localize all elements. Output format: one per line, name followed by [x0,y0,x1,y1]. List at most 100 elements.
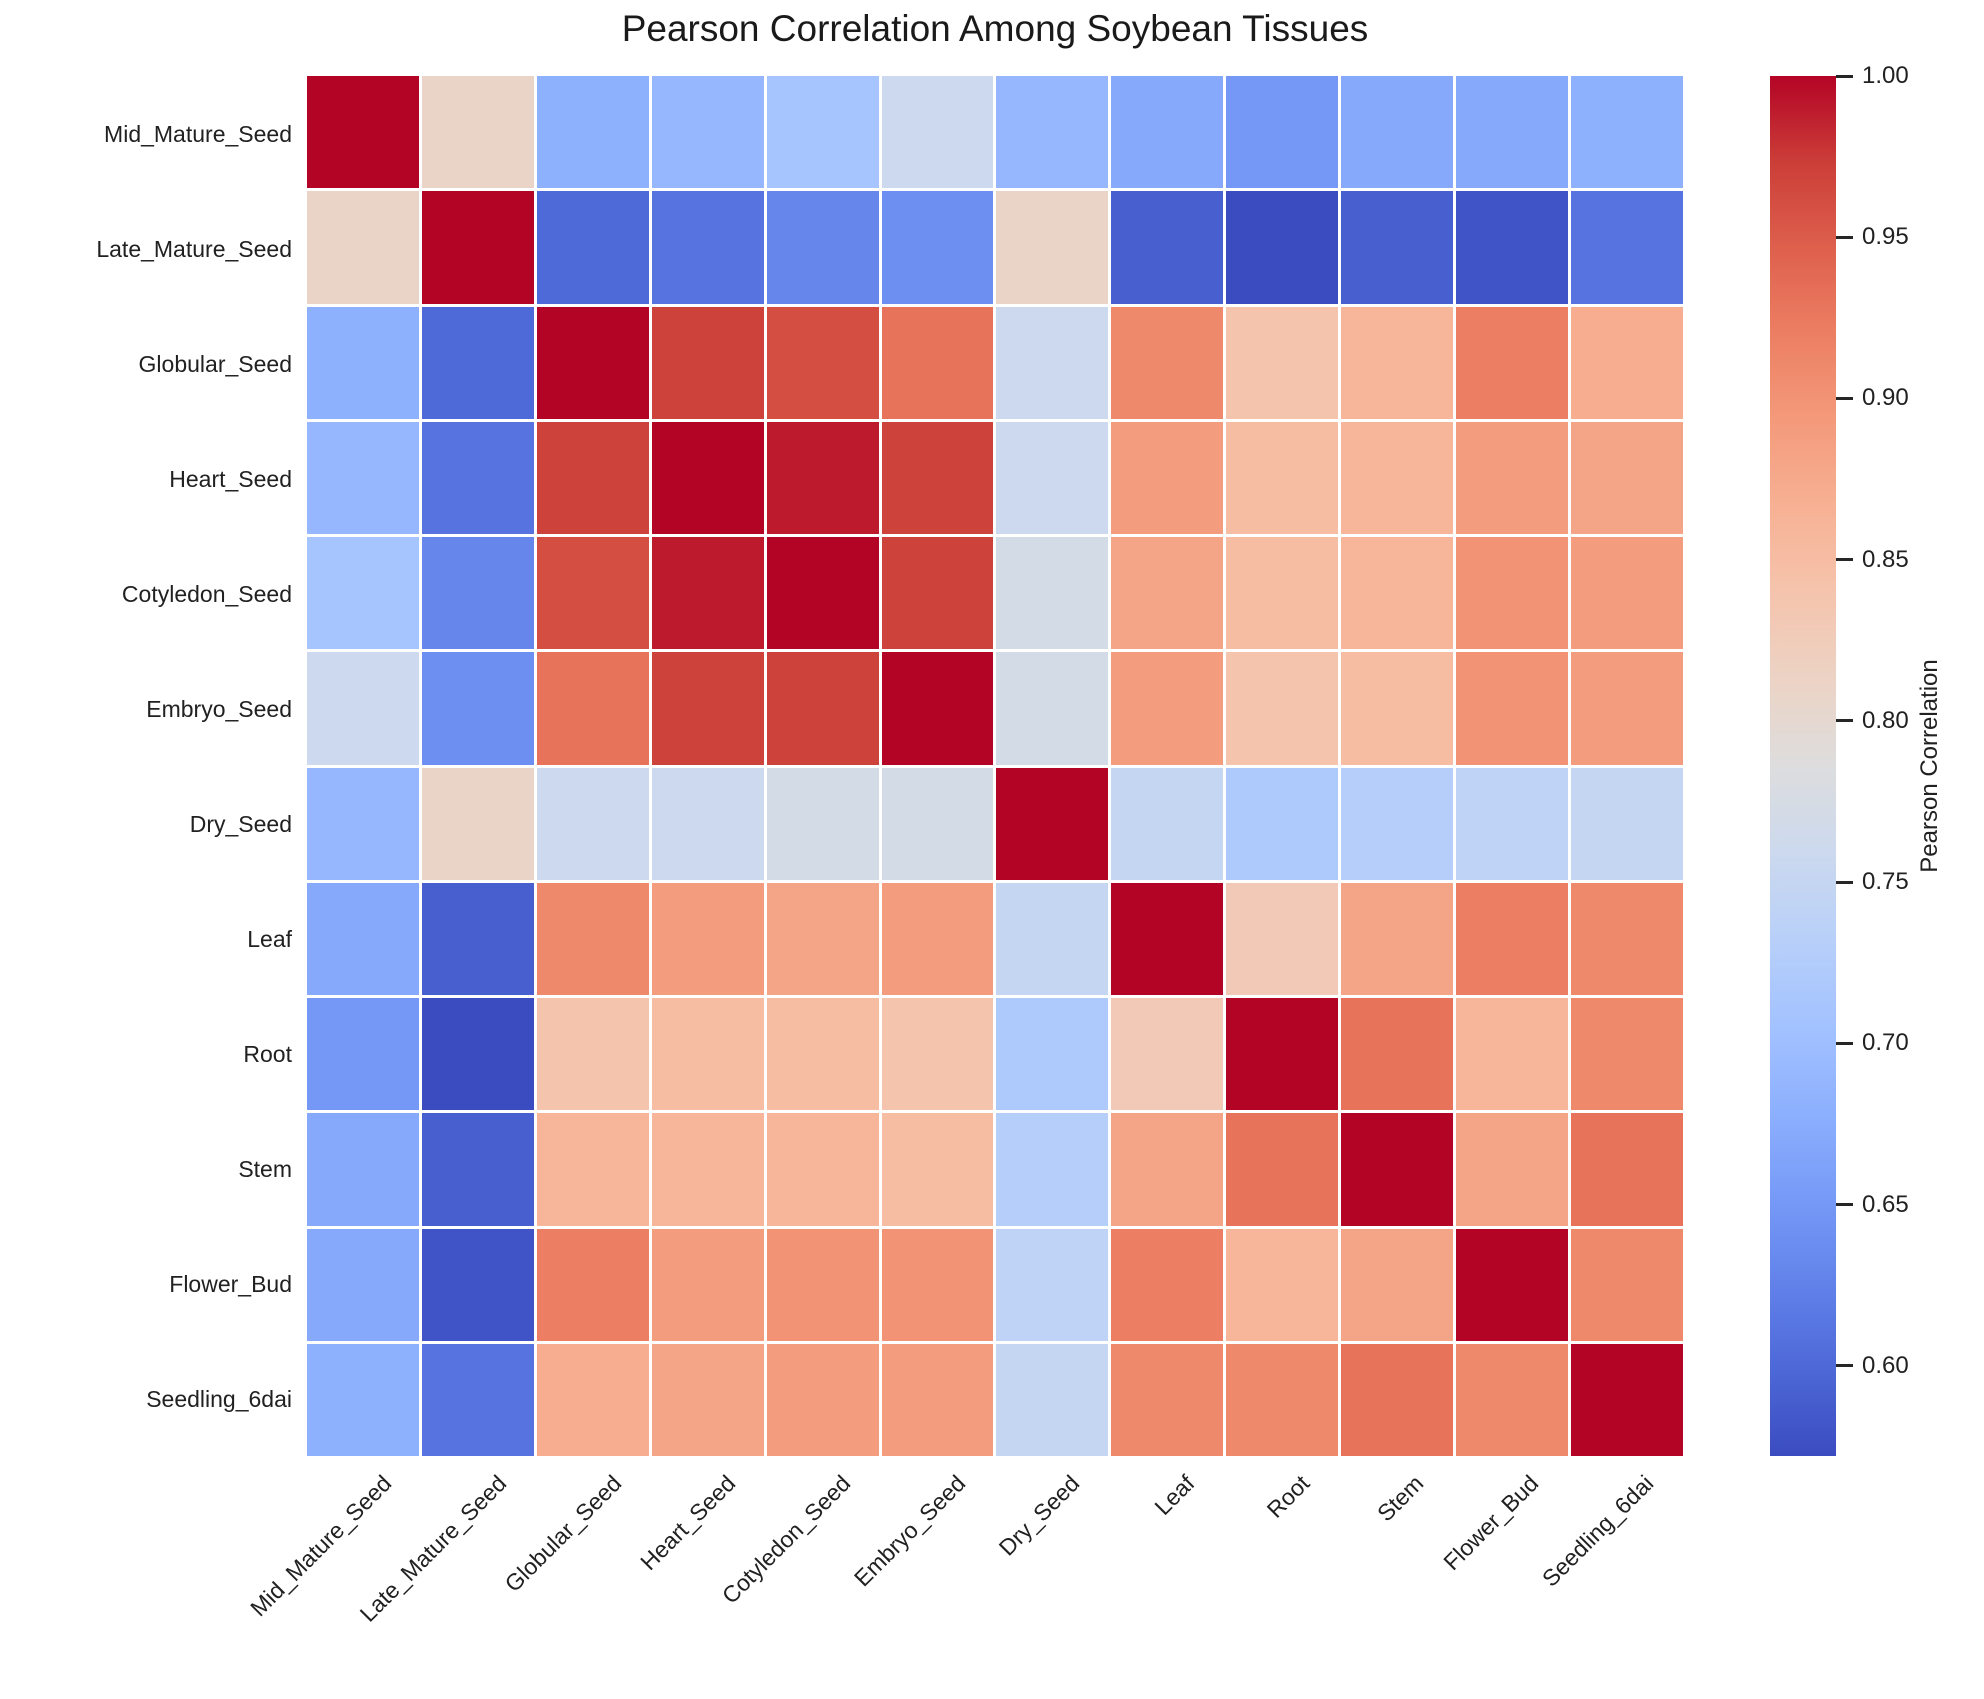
heatmap-cell [536,191,649,304]
y-axis-label: Cotyledon_Seed [121,580,292,607]
y-axis-label: Embryo_Seed [146,695,292,722]
heatmap-cell [307,421,419,534]
heatmap-cell [1456,1228,1569,1341]
colorbar-tick-label: 0.75 [1862,868,1909,896]
heatmap-cell [421,76,534,189]
colorbar-tick-mark [1836,396,1853,400]
heatmap-cell [651,76,764,189]
heatmap-cell [1226,537,1339,650]
heatmap-cell [1571,1228,1683,1341]
heatmap-cell [1111,1228,1224,1341]
heatmap-cell [1111,421,1224,534]
colorbar-tick-label: 0.90 [1862,384,1909,412]
y-axis-label: Heart_Seed [169,465,292,492]
heatmap-cell [766,306,879,419]
heatmap-cell [1571,76,1683,189]
heatmap-cell [1456,1343,1569,1456]
heatmap-cell [1111,537,1224,650]
heatmap-cell [1111,998,1224,1111]
heatmap-cell [1226,421,1339,534]
heatmap-cell [536,76,649,189]
heatmap-cell [881,767,994,880]
heatmap-cell [421,306,534,419]
heatmap-cell [307,76,419,189]
heatmap-cell [307,998,419,1111]
heatmap-cell [1456,998,1569,1111]
heatmap-cell [307,1113,419,1226]
heatmap-cell [536,767,649,880]
heatmap-cell [1226,1228,1339,1341]
colorbar-tick-mark [1836,1364,1853,1368]
heatmap-cell [881,421,994,534]
heatmap-cell [996,537,1109,650]
heatmap-cell [766,767,879,880]
heatmap-cell [1456,191,1569,304]
heatmap-cell [651,191,764,304]
heatmap-cell [1111,652,1224,765]
heatmap-cell [1456,421,1569,534]
heatmap-cell [881,1113,994,1226]
heatmap-cell [536,1113,649,1226]
heatmap-cell [536,537,649,650]
colorbar-gradient [1770,76,1836,1456]
x-axis-label: Stem [1372,1470,1429,1527]
colorbar-tick-mark [1836,719,1853,723]
colorbar-tick-mark [1836,1041,1853,1045]
heatmap-cell [1571,882,1683,995]
heatmap-cell [766,1113,879,1226]
heatmap-cell [996,767,1109,880]
heatmap-cell [421,652,534,765]
heatmap-cell [766,191,879,304]
heatmap-grid [307,76,1683,1456]
heatmap-cell [1226,652,1339,765]
heatmap-cell [881,1228,994,1341]
heatmap-cell [651,1343,764,1456]
heatmap-cell [307,191,419,304]
heatmap-cell [1571,767,1683,880]
heatmap-cell [766,652,879,765]
heatmap-cell [1571,1113,1683,1226]
heatmap-cell [1226,882,1339,995]
colorbar-tick-mark [1836,74,1853,78]
x-axis-label: Leaf [1149,1470,1200,1521]
heatmap-cell [536,1343,649,1456]
colorbar-tick-label: 0.95 [1862,223,1909,251]
heatmap-cell [1341,1113,1454,1226]
colorbar-tick-mark [1836,1203,1853,1206]
heatmap-cell [881,191,994,304]
heatmap-cell [1456,76,1569,189]
heatmap-cell [1111,882,1224,995]
heatmap-cell [766,1228,879,1341]
heatmap-cell [651,767,764,880]
chart-title: Pearson Correlation Among Soybean Tissue… [621,8,1369,49]
heatmap-cell [307,537,419,650]
heatmap-cell [881,1343,994,1456]
heatmap-cell [1571,537,1683,650]
colorbar-tick-label: 0.60 [1862,1351,1909,1379]
heatmap-cell [1341,537,1454,650]
colorbar-tick-label: 0.85 [1862,545,1909,573]
colorbar-tick-label: 1.00 [1862,62,1909,89]
colorbar-tick-mark [1836,880,1853,884]
heatmap-cell [536,882,649,995]
heatmap-cell [651,652,764,765]
x-axis-label: Heart_Seed [635,1470,741,1576]
heatmap-cell [651,1228,764,1341]
heatmap-cell [1226,191,1339,304]
heatmap-cell [766,998,879,1111]
heatmap-cell [421,998,534,1111]
heatmap-cell [1571,998,1683,1111]
heatmap-cell [766,1343,879,1456]
heatmap-cell [536,421,649,534]
heatmap-cell [1571,652,1683,765]
x-axis-label: Seedling_6dai [1536,1470,1659,1592]
heatmap-cell [651,421,764,534]
heatmap-cell [1571,421,1683,534]
y-axis-label: Seedling_6dai [146,1385,292,1412]
heatmap-cell [996,652,1109,765]
colorbar-tick-mark [1836,558,1853,562]
heatmap-cell [1111,1343,1224,1456]
heatmap-cell [996,1228,1109,1341]
heatmap-cell [881,76,994,189]
